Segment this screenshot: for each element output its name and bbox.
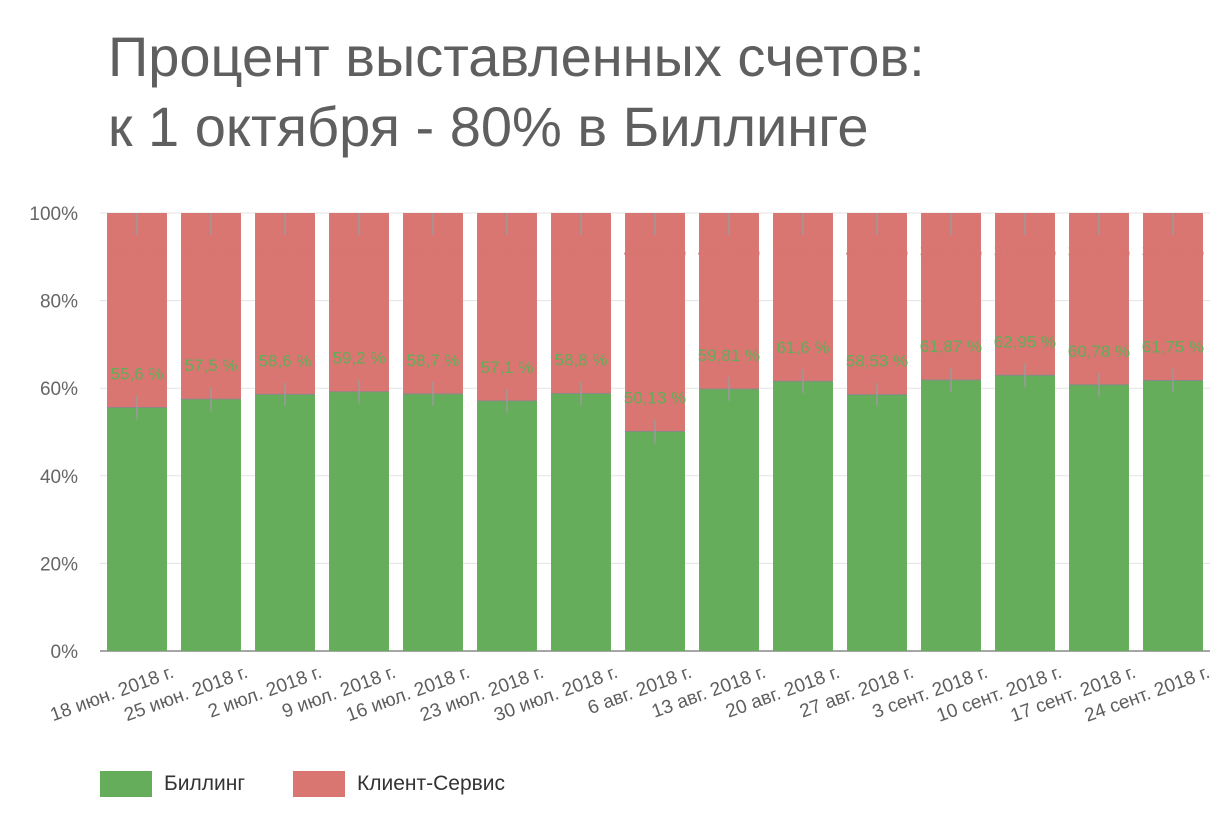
chart-title-line-2: к 1 октября - 80% в Биллинге (108, 95, 869, 158)
chart-title-line-1: Процент выставленных счетов: (108, 25, 925, 88)
legend-swatch-client-service (293, 771, 346, 797)
chart-title: Процент выставленных счетов: к 1 октября… (108, 22, 925, 162)
bar-billing[interactable] (329, 391, 389, 651)
legend-item-billing[interactable]: Биллинг (100, 771, 245, 797)
data-label-client-service: 41,2 % (555, 242, 608, 261)
legend-swatch-billing (100, 771, 152, 797)
bar-client-service[interactable] (255, 213, 315, 395)
data-label-client-service: 38,13 % (920, 242, 982, 261)
y-tick-label: 60% (40, 379, 78, 400)
bar-client-service[interactable] (551, 213, 611, 394)
legend-label-billing: Биллинг (164, 772, 246, 795)
y-tick-label: 80% (40, 292, 78, 313)
data-labels: 55,6 % 44,4 % 57,5 % 42,5 % 58,6 % 41,4 % 59,2… (111, 242, 1205, 407)
data-label-client-service: 40,8 % (333, 242, 386, 261)
bar-client-service[interactable] (995, 213, 1055, 376)
bar-billing[interactable] (847, 394, 907, 651)
bar-client-service[interactable] (699, 213, 759, 390)
bar-client-service[interactable] (477, 213, 537, 401)
data-label-billing: 55,6 % (111, 364, 164, 383)
data-label-billing: 58,7 % (407, 351, 460, 370)
data-label-billing: 58,8 % (555, 350, 608, 369)
y-tick-label: 40% (40, 467, 78, 488)
data-label-billing: 59,2 % (333, 349, 386, 368)
bar-client-service[interactable] (773, 213, 833, 382)
data-label-client-service: 37,05 % (994, 242, 1056, 261)
data-label-billing: 61,75 % (1142, 338, 1204, 357)
bar-billing[interactable] (255, 394, 315, 651)
data-label-client-service: 41,4 % (259, 242, 312, 261)
bars (107, 213, 1203, 651)
bar-client-service[interactable] (847, 213, 907, 395)
data-label-billing: 61,87 % (920, 337, 982, 356)
legend: Биллинг Клиент-Сервис (100, 771, 505, 797)
y-tick-label: 0% (51, 642, 79, 663)
bar-billing[interactable] (921, 380, 981, 651)
data-label-client-service: 38,25 % (1142, 242, 1204, 261)
data-label-client-service: 44,4 % (111, 242, 164, 261)
bar-billing[interactable] (625, 431, 685, 651)
data-label-billing: 62,95 % (994, 332, 1056, 351)
bar-billing[interactable] (699, 389, 759, 651)
data-label-client-service: 41,47 % (846, 242, 908, 261)
bar-client-service[interactable] (1143, 213, 1203, 381)
bar-billing[interactable] (773, 381, 833, 651)
y-tick-label: 20% (40, 554, 78, 575)
bar-billing[interactable] (403, 393, 463, 651)
data-label-billing: 61,6 % (777, 338, 830, 357)
legend-item-client-service[interactable]: Клиент-Сервис (293, 771, 505, 797)
bar-billing[interactable] (995, 375, 1055, 651)
bar-billing[interactable] (551, 393, 611, 651)
data-label-billing: 59,81 % (698, 346, 760, 365)
bar-billing[interactable] (107, 407, 167, 651)
data-label-billing: 58,6 % (259, 351, 312, 370)
data-label-client-service: 42,9 % (481, 242, 534, 261)
legend-label-client-service: Клиент-Сервис (357, 772, 506, 795)
data-label-billing: 57,5 % (185, 356, 238, 375)
data-label-billing: 60,78 % (1068, 342, 1130, 361)
data-label-client-service: 42,5 % (185, 242, 238, 261)
bar-billing[interactable] (1143, 380, 1203, 651)
bar-client-service[interactable] (1069, 213, 1129, 385)
bar-client-service[interactable] (625, 213, 685, 432)
data-label-client-service: 41,3 % (407, 242, 460, 261)
data-label-billing: 58,53 % (846, 352, 908, 371)
bar-billing[interactable] (1069, 384, 1129, 651)
y-axis: 0% 20% 40% 60% 80% 100% (29, 204, 78, 663)
data-label-billing: 57,1 % (481, 358, 534, 377)
bar-client-service[interactable] (181, 213, 241, 400)
bar-billing[interactable] (181, 399, 241, 651)
bar-billing[interactable] (477, 400, 537, 651)
data-label-client-service: 40,19 % (698, 242, 760, 261)
bar-client-service[interactable] (107, 213, 167, 408)
data-label-client-service: 39,22 % (1068, 242, 1130, 261)
data-label-client-service: 38,4 % (777, 242, 830, 261)
bar-client-service[interactable] (403, 213, 463, 394)
x-axis: 18 июн. 2018 г.25 июн. 2018 г.2 июл. 201… (48, 662, 1213, 727)
bar-client-service[interactable] (329, 213, 389, 392)
data-label-client-service: 49,87 % (624, 242, 686, 261)
y-tick-label: 100% (29, 204, 78, 225)
bar-client-service[interactable] (921, 213, 981, 381)
data-label-billing: 50,13 % (624, 388, 686, 407)
